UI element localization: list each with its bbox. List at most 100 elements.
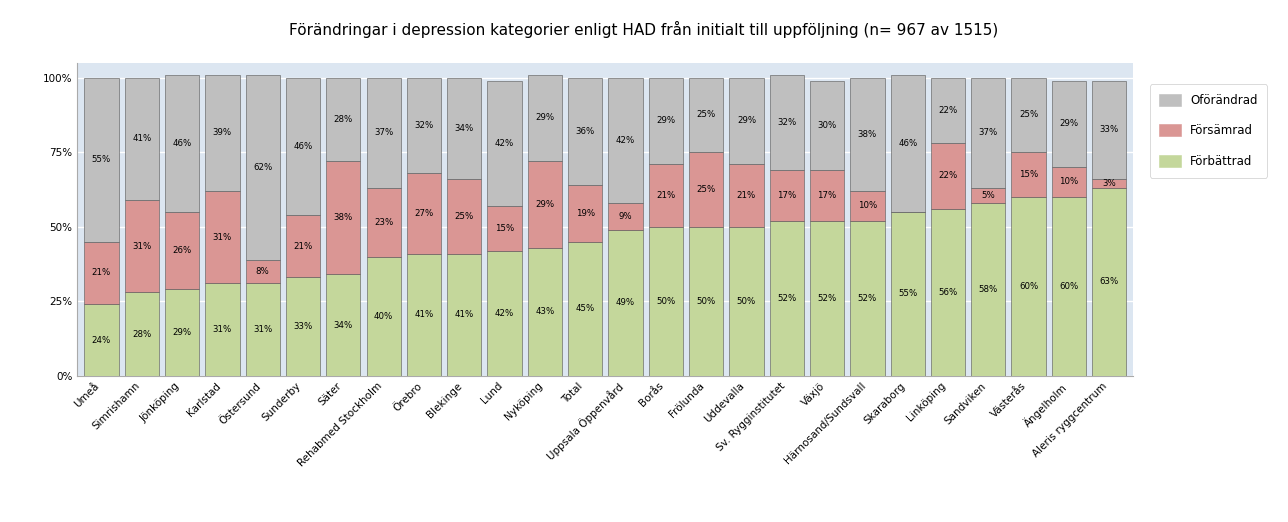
- Bar: [931, 209, 965, 376]
- Text: 29%: 29%: [536, 200, 554, 209]
- Bar: [729, 78, 764, 164]
- Text: 49%: 49%: [616, 298, 635, 307]
- Text: 56%: 56%: [939, 288, 958, 297]
- Bar: [890, 75, 925, 212]
- Bar: [326, 161, 361, 275]
- Bar: [931, 78, 965, 143]
- Text: 28%: 28%: [133, 329, 152, 339]
- Text: 62%: 62%: [252, 162, 272, 172]
- Text: 37%: 37%: [374, 128, 393, 137]
- Text: 52%: 52%: [818, 294, 837, 303]
- Text: 55%: 55%: [898, 289, 917, 298]
- Text: 42%: 42%: [616, 136, 635, 145]
- Bar: [447, 179, 482, 254]
- Text: 5%: 5%: [981, 191, 996, 200]
- Text: 25%: 25%: [1019, 110, 1038, 120]
- Bar: [205, 191, 240, 283]
- Text: 34%: 34%: [455, 124, 474, 133]
- Bar: [165, 289, 200, 376]
- Bar: [971, 203, 1006, 376]
- Text: 38%: 38%: [858, 130, 877, 139]
- Bar: [1011, 197, 1046, 376]
- Bar: [367, 256, 401, 376]
- Text: 42%: 42%: [495, 309, 514, 318]
- Text: 17%: 17%: [777, 191, 796, 200]
- Text: 29%: 29%: [536, 113, 554, 122]
- Text: 40%: 40%: [374, 312, 393, 321]
- Text: 21%: 21%: [294, 242, 313, 251]
- Bar: [568, 242, 603, 376]
- Text: 19%: 19%: [576, 209, 595, 218]
- Text: 29%: 29%: [657, 116, 675, 125]
- Bar: [850, 191, 885, 221]
- Text: 22%: 22%: [939, 172, 958, 181]
- Bar: [850, 221, 885, 376]
- Bar: [286, 78, 321, 215]
- Text: 21%: 21%: [737, 191, 756, 200]
- Text: 52%: 52%: [858, 294, 877, 303]
- Bar: [407, 173, 440, 254]
- Bar: [487, 251, 522, 376]
- Text: 29%: 29%: [737, 116, 756, 125]
- Bar: [84, 304, 118, 376]
- Bar: [367, 78, 401, 188]
- Text: 28%: 28%: [334, 115, 353, 124]
- Bar: [84, 242, 118, 304]
- Text: 32%: 32%: [777, 118, 796, 127]
- Bar: [528, 247, 562, 376]
- Text: 34%: 34%: [334, 321, 353, 329]
- Bar: [689, 152, 724, 227]
- Text: 21%: 21%: [91, 268, 111, 277]
- Text: 39%: 39%: [213, 128, 232, 137]
- Text: 23%: 23%: [374, 218, 393, 227]
- Bar: [689, 78, 724, 152]
- Text: 31%: 31%: [213, 233, 232, 242]
- Text: 58%: 58%: [979, 285, 998, 294]
- Text: 41%: 41%: [133, 134, 152, 143]
- Text: 31%: 31%: [213, 325, 232, 334]
- Bar: [246, 75, 279, 259]
- Bar: [770, 75, 804, 170]
- Text: 22%: 22%: [939, 106, 958, 115]
- Text: 17%: 17%: [818, 191, 837, 200]
- Text: 45%: 45%: [576, 304, 595, 313]
- Bar: [770, 221, 804, 376]
- Text: 26%: 26%: [173, 246, 192, 255]
- Bar: [205, 75, 240, 191]
- Bar: [326, 275, 361, 376]
- Text: 50%: 50%: [697, 297, 716, 306]
- Bar: [125, 292, 158, 376]
- Bar: [487, 206, 522, 251]
- Bar: [528, 161, 562, 247]
- Text: 33%: 33%: [1100, 125, 1119, 134]
- Text: 41%: 41%: [455, 310, 474, 319]
- Bar: [286, 277, 321, 376]
- Bar: [1092, 179, 1127, 188]
- Bar: [649, 164, 683, 227]
- Text: 33%: 33%: [294, 322, 313, 331]
- Bar: [568, 185, 603, 242]
- Bar: [971, 78, 1006, 188]
- Text: 55%: 55%: [91, 155, 111, 164]
- Bar: [1052, 197, 1086, 376]
- Bar: [1052, 80, 1086, 167]
- Text: 41%: 41%: [415, 310, 434, 319]
- Bar: [165, 212, 200, 289]
- Text: 50%: 50%: [737, 297, 756, 306]
- Bar: [608, 78, 643, 203]
- Text: 25%: 25%: [697, 110, 716, 120]
- Bar: [608, 230, 643, 376]
- Text: 29%: 29%: [173, 328, 192, 337]
- Text: Förändringar i depression kategorier enligt HAD från initialt till uppföljning (: Förändringar i depression kategorier enl…: [290, 21, 998, 38]
- Legend: Oförändrad, Försämrad, Förbättrad: Oförändrad, Försämrad, Förbättrad: [1150, 84, 1267, 177]
- Text: 63%: 63%: [1100, 277, 1119, 287]
- Bar: [1011, 152, 1046, 197]
- Bar: [1052, 167, 1086, 197]
- Text: 15%: 15%: [495, 224, 514, 233]
- Bar: [810, 221, 844, 376]
- Bar: [1092, 80, 1127, 179]
- Bar: [729, 164, 764, 227]
- Text: 15%: 15%: [1019, 170, 1038, 179]
- Text: 10%: 10%: [1059, 177, 1078, 186]
- Text: 31%: 31%: [133, 242, 152, 251]
